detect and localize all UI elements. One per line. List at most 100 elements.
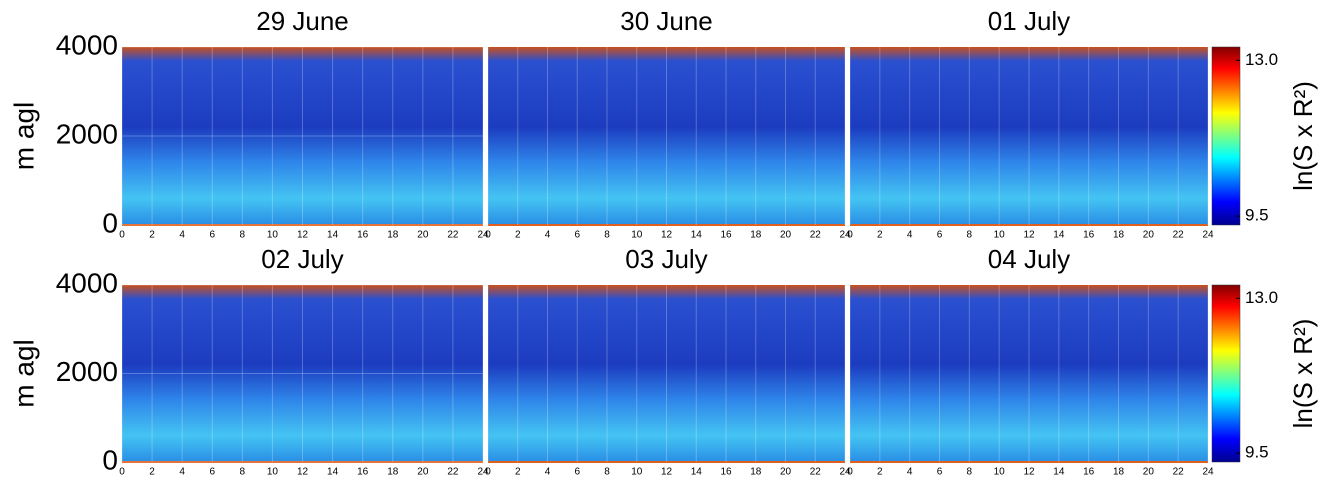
x-tick-label: 22	[1173, 230, 1185, 241]
colorbar-tick-label: 9.5	[1245, 206, 1269, 225]
x-tick-label: 18	[750, 467, 762, 478]
x-tick-label: 2	[877, 467, 883, 478]
x-tick-label: 18	[387, 467, 399, 478]
x-tick-label: 0	[119, 467, 125, 478]
x-tick-label: 4	[907, 230, 913, 241]
x-tick-label: 0	[485, 467, 491, 478]
x-tick-label: 2	[515, 467, 521, 478]
x-tick-label: 24	[839, 467, 851, 478]
x-tick-label: 4	[545, 230, 551, 241]
y-tick-label: 0	[102, 207, 118, 238]
x-tick-label: 6	[937, 230, 943, 241]
heatmap-field	[850, 285, 1208, 462]
heatmap-field	[122, 285, 483, 462]
x-tick-label: 12	[661, 230, 673, 241]
x-tick-label: 2	[515, 230, 521, 241]
x-tick-label: 20	[1143, 467, 1155, 478]
x-tick-label: 4	[907, 467, 913, 478]
x-tick-label: 12	[297, 467, 309, 478]
x-tick-label: 10	[994, 230, 1006, 241]
x-tick-label: 8	[967, 467, 973, 478]
x-tick-label: 14	[691, 467, 703, 478]
x-tick-label: 6	[209, 230, 215, 241]
x-tick-label: 22	[810, 230, 822, 241]
x-tick-label: 12	[297, 230, 309, 241]
x-tick-label: 18	[1113, 230, 1125, 241]
panel-title: 02 July	[261, 244, 343, 274]
colorbar-tick-label: 9.5	[1245, 443, 1269, 462]
x-tick-label: 4	[179, 230, 185, 241]
y-tick-label: 4000	[56, 267, 118, 298]
x-tick-label: 14	[1053, 230, 1065, 241]
x-tick-label: 16	[1083, 467, 1095, 478]
x-tick-label: 2	[149, 230, 155, 241]
x-tick-label: 16	[720, 467, 732, 478]
x-tick-label: 8	[967, 230, 973, 241]
x-tick-label: 24	[1202, 230, 1214, 241]
x-tick-label: 24	[1202, 467, 1214, 478]
x-tick-label: 12	[661, 467, 673, 478]
heatmap-field	[488, 47, 845, 225]
x-tick-label: 0	[847, 230, 853, 241]
y-axis-label: m agl	[8, 102, 39, 170]
x-tick-label: 16	[357, 467, 369, 478]
y-axis-label: m agl	[8, 339, 39, 407]
x-tick-label: 16	[1083, 230, 1095, 241]
x-tick-label: 12	[1023, 230, 1035, 241]
colorbar	[1211, 46, 1241, 226]
x-tick-label: 18	[1113, 467, 1125, 478]
panel-title: 30 June	[620, 6, 713, 36]
x-tick-label: 10	[267, 230, 279, 241]
colorbar-label: ln(S x R²)	[1288, 81, 1318, 191]
x-tick-label: 14	[1053, 467, 1065, 478]
x-tick-label: 10	[631, 467, 643, 478]
panel-title: 04 July	[988, 244, 1070, 274]
x-tick-label: 20	[780, 467, 792, 478]
panel-title: 29 June	[256, 6, 349, 36]
x-tick-label: 16	[720, 230, 732, 241]
x-tick-label: 22	[447, 230, 459, 241]
x-tick-label: 6	[937, 467, 943, 478]
x-tick-label: 6	[574, 467, 580, 478]
x-tick-label: 18	[387, 230, 399, 241]
x-tick-label: 20	[1143, 230, 1155, 241]
x-tick-label: 8	[240, 467, 246, 478]
x-tick-label: 10	[631, 230, 643, 241]
x-tick-label: 8	[604, 230, 610, 241]
x-tick-label: 14	[691, 230, 703, 241]
x-tick-label: 8	[604, 467, 610, 478]
x-tick-label: 24	[839, 230, 851, 241]
panel-title: 03 July	[625, 244, 707, 274]
heatmap-field	[488, 285, 845, 462]
x-tick-label: 24	[477, 467, 489, 478]
x-tick-label: 4	[545, 467, 551, 478]
x-tick-label: 0	[485, 230, 491, 241]
x-tick-label: 10	[994, 467, 1006, 478]
x-tick-label: 12	[1023, 467, 1035, 478]
y-tick-label: 0	[102, 444, 118, 475]
y-tick-label: 2000	[56, 356, 118, 387]
x-tick-label: 4	[179, 467, 185, 478]
y-tick-label: 2000	[56, 118, 118, 149]
x-tick-label: 20	[417, 230, 429, 241]
x-tick-label: 10	[267, 467, 279, 478]
x-tick-label: 16	[357, 230, 369, 241]
x-tick-label: 20	[780, 230, 792, 241]
panel-title: 01 July	[988, 6, 1070, 36]
x-tick-label: 14	[327, 230, 339, 241]
heatmap-field	[850, 47, 1208, 225]
x-tick-label: 0	[119, 230, 125, 241]
heatmap-field	[122, 47, 483, 225]
x-tick-label: 2	[149, 467, 155, 478]
x-tick-label: 6	[574, 230, 580, 241]
y-tick-label: 4000	[56, 29, 118, 60]
x-tick-label: 6	[209, 467, 215, 478]
colorbar-tick-label: 13.0	[1245, 50, 1278, 69]
x-tick-label: 22	[810, 467, 822, 478]
colorbar	[1211, 284, 1241, 463]
x-tick-label: 22	[447, 467, 459, 478]
x-tick-label: 22	[1173, 467, 1185, 478]
x-tick-label: 0	[847, 467, 853, 478]
x-tick-label: 2	[877, 230, 883, 241]
